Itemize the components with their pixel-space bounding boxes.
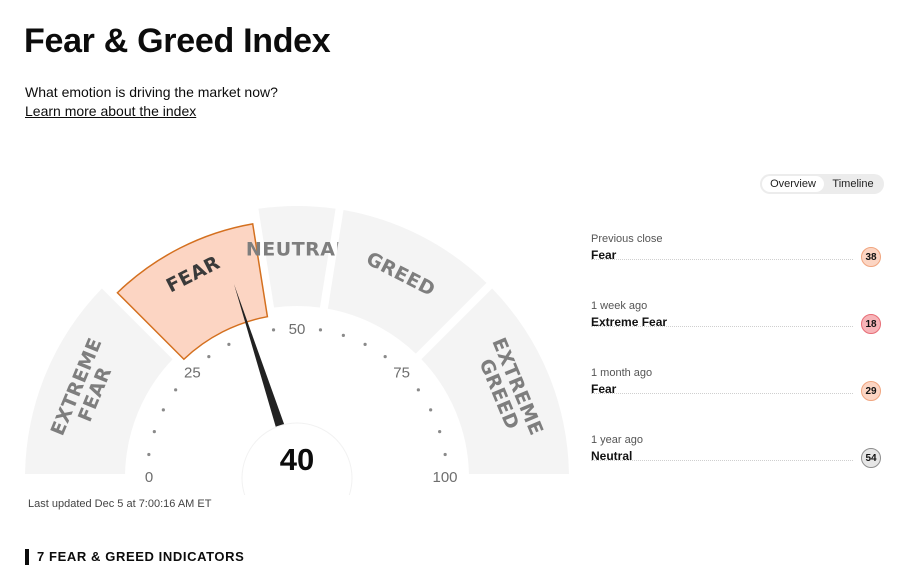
gauge-segment — [258, 205, 336, 308]
gauge-segment — [421, 288, 569, 475]
history-label: Previous close — [591, 233, 663, 245]
overview-tab[interactable]: Overview — [762, 176, 824, 192]
gauge-tick-label: 100 — [432, 469, 457, 486]
history-item-1-year-ago: 1 year ago Neutral 54 — [591, 434, 883, 480]
history-label: 1 year ago — [591, 434, 643, 446]
page-title: Fear & Greed Index — [24, 22, 331, 60]
gauge-tick-dot — [438, 430, 442, 434]
gauge-tick-label: 50 — [289, 321, 306, 338]
gauge-tick-dot — [161, 408, 165, 412]
history-value-badge: 29 — [861, 381, 881, 401]
history-item-1-month-ago: 1 month ago Fear 29 — [591, 367, 883, 413]
gauge-tick-dot — [318, 328, 323, 332]
gauge-tick-dot — [383, 355, 387, 359]
gauge-tick-dot — [147, 452, 151, 457]
gauge-tick-label: 75 — [393, 364, 410, 381]
history-rating: Fear — [591, 248, 617, 262]
gauge-segment — [25, 288, 173, 475]
timeline-tab[interactable]: Timeline — [832, 178, 874, 190]
gauge-tick-dot — [152, 430, 156, 434]
history-value-badge: 18 — [861, 314, 881, 334]
history-label: 1 month ago — [591, 367, 653, 379]
gauge-tick-dot — [363, 342, 367, 346]
gauge-tick-dot — [429, 408, 433, 412]
gauge-tick-label: 25 — [184, 364, 201, 381]
dotted-leader — [591, 259, 853, 260]
dotted-leader — [591, 460, 853, 461]
dotted-leader — [591, 326, 853, 327]
gauge-tick-dot — [341, 333, 345, 337]
gauge-tick-label: 0 — [145, 469, 153, 486]
history-value-badge: 38 — [861, 247, 881, 267]
last-updated-text: Last updated Dec 5 at 7:00:16 AM ET — [28, 498, 212, 510]
history-rating: Extreme Fear — [591, 315, 668, 329]
history-item-1-week-ago: 1 week ago Extreme Fear 18 — [591, 300, 883, 346]
indicators-section-heading: 7 FEAR & GREED INDICATORS — [25, 549, 244, 565]
gauge-segment-label: NEUTRAL — [246, 239, 348, 261]
gauge-tick-dot — [207, 355, 211, 359]
gauge-hub — [241, 422, 353, 495]
page-subtitle: What emotion is driving the market now? — [25, 84, 278, 100]
gauge-tick-dot — [416, 388, 420, 392]
gauge-segment — [116, 222, 269, 361]
history-item-previous-close: Previous close Fear 38 — [591, 233, 883, 279]
gauge-tick-dot — [227, 342, 231, 346]
history-rating: Fear — [591, 382, 617, 396]
history-rating: Neutral — [591, 449, 633, 463]
dotted-leader — [591, 393, 853, 394]
gauge-tick-dot — [443, 452, 447, 457]
history-label: 1 week ago — [591, 300, 648, 312]
gauge-value: 40 — [280, 442, 314, 477]
view-toggle: Overview Timeline — [760, 174, 884, 194]
learn-more-link[interactable]: Learn more about the index — [25, 103, 197, 119]
gauge-tick-dot — [271, 328, 276, 332]
gauge-segment — [327, 210, 487, 354]
gauge-tick-dot — [174, 388, 178, 392]
history-value-badge: 54 — [861, 448, 881, 468]
